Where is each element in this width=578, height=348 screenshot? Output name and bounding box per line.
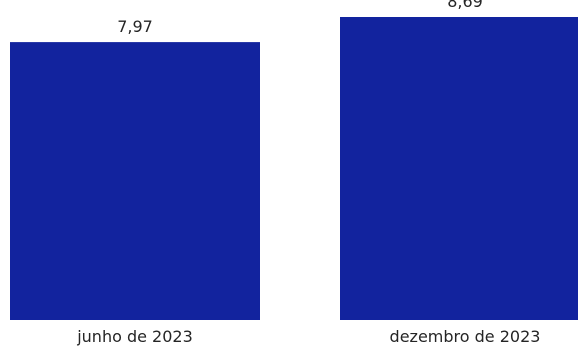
value-labels-group: 7,97 8,69	[117, 0, 483, 36]
category-label-1: dezembro de 2023	[390, 327, 541, 346]
category-labels-group: junho de 2023 dezembro de 2023	[76, 327, 540, 346]
bars-group	[10, 17, 578, 321]
category-label-0: junho de 2023	[76, 327, 193, 346]
bar-0	[10, 42, 260, 321]
value-label-0: 7,97	[117, 17, 153, 36]
bar-1	[340, 17, 578, 320]
value-label-1: 8,69	[447, 0, 483, 11]
